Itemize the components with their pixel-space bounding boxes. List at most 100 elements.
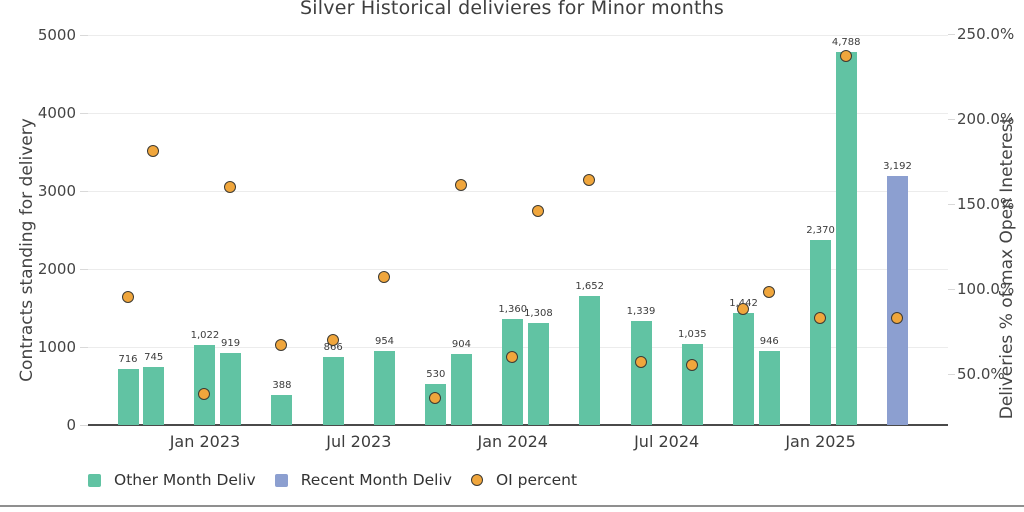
bar-value-label: 3,192 — [883, 161, 912, 173]
oi-percent-dot[interactable] — [891, 311, 903, 324]
left-axis-tick — [80, 425, 88, 426]
oi-percent-dot[interactable] — [685, 359, 698, 372]
bar-value-label: 745 — [144, 351, 164, 363]
bar-oct-2023[interactable] — [425, 383, 447, 425]
bar-value-label: 1,652 — [575, 281, 604, 293]
x-axis-line — [88, 424, 948, 426]
chart-title: Silver Historical delivieres for Minor m… — [300, 0, 724, 19]
oi-percent-dot[interactable] — [224, 180, 237, 193]
oi-percent-dot[interactable] — [198, 388, 211, 401]
left-axis-tick — [80, 269, 88, 270]
legend: Other Month Deliv Recent Month Deliv OI … — [88, 471, 577, 489]
x-axis-tick-label: Jan 2025 — [785, 432, 856, 451]
bar-feb-2025[interactable] — [835, 51, 857, 425]
bar-value-label: 1,022 — [190, 330, 220, 342]
oi-percent-dot[interactable] — [121, 291, 134, 304]
bar-value-label: 2,370 — [806, 225, 835, 237]
other-month-deliv-swatch-icon — [88, 473, 101, 487]
right-axis-tick-label: 50.0% — [957, 365, 1005, 384]
bar-value-label: 1,308 — [524, 307, 553, 319]
oi-percent-dot[interactable] — [814, 311, 827, 324]
oi-percent-dot[interactable] — [326, 333, 339, 346]
legend-label: Other Month Deliv — [114, 471, 256, 489]
bar-value-label: 866 — [323, 342, 343, 354]
left-axis-tick-label: 4000 — [37, 104, 76, 122]
bar-apr-2025[interactable] — [887, 176, 908, 425]
left-axis-tick-label: 3000 — [37, 182, 76, 200]
legend-label: Recent Month Deliv — [300, 471, 452, 489]
gridline — [88, 113, 948, 114]
bar-value-label: 530 — [426, 368, 446, 380]
legend-item-recent-month-deliv[interactable]: Recent Month Deliv — [274, 471, 452, 489]
right-axis-tick — [948, 204, 955, 206]
legend-item-other-month-deliv[interactable]: Other Month Deliv — [88, 471, 256, 489]
bar-feb-2023[interactable] — [220, 353, 242, 425]
gridline — [88, 35, 948, 36]
bar-jun-2024[interactable] — [630, 320, 652, 425]
oi-percent-dot[interactable] — [506, 350, 519, 363]
bar-value-label: 4,788 — [831, 36, 861, 48]
oi-percent-dot[interactable] — [839, 49, 852, 62]
left-axis-tick — [80, 35, 88, 36]
bar-value-label: 1,360 — [498, 303, 528, 315]
oi-percent-dot[interactable] — [429, 391, 442, 404]
gridline — [88, 191, 948, 192]
oi-percent-dot[interactable] — [583, 174, 596, 186]
bar-nov-2023[interactable] — [450, 354, 472, 425]
bar-value-label: 716 — [118, 354, 138, 366]
x-axis-tick-label: Jan 2023 — [169, 432, 241, 451]
oi-percent-marker-icon — [470, 474, 483, 486]
oi-percent-dot[interactable] — [634, 355, 647, 368]
bar-jan-2025[interactable] — [810, 240, 832, 425]
bar-jan-2023[interactable] — [194, 345, 216, 425]
left-axis-tick-label: 0 — [66, 416, 76, 434]
oi-percent-dot[interactable] — [762, 286, 775, 299]
right-axis-tick-label: 250.0% — [957, 25, 1015, 44]
oi-percent-dot[interactable] — [454, 179, 467, 192]
right-axis-tick-label: 150.0% — [957, 195, 1015, 214]
left-axis-tick — [80, 347, 88, 348]
bar-value-label: 954 — [374, 335, 395, 347]
bar-apr-2024[interactable] — [579, 296, 601, 425]
oi-percent-dot[interactable] — [737, 303, 750, 316]
right-axis-tick-label: 100.0% — [957, 280, 1015, 299]
bar-value-label: 388 — [272, 379, 292, 391]
bar-feb-2024[interactable] — [527, 322, 549, 425]
bar-value-label: 904 — [451, 339, 471, 351]
left-axis-tick — [80, 113, 88, 114]
legend-label: OI percent — [495, 471, 578, 489]
bottom-divider — [0, 505, 1024, 507]
left-axis-tick — [80, 191, 88, 192]
x-axis-tick-label: Jul 2024 — [634, 432, 700, 451]
right-axis-tick — [948, 289, 955, 291]
bar-jun-2023[interactable] — [322, 357, 344, 425]
bar-nov-2024[interactable] — [758, 351, 780, 425]
bar-jan-2024[interactable] — [502, 318, 524, 425]
oi-percent-dot[interactable] — [147, 145, 160, 158]
bar-value-label: 1,035 — [677, 329, 707, 341]
oi-percent-dot[interactable] — [378, 270, 390, 283]
left-axis-tick-label: 2000 — [37, 260, 76, 278]
bar-value-label: 1,339 — [626, 305, 656, 317]
bar-value-label: 919 — [221, 338, 241, 350]
x-axis-tick-label: Jul 2023 — [326, 432, 392, 451]
oi-percent-dot[interactable] — [275, 338, 288, 351]
left-axis-tick-label: 1000 — [37, 338, 76, 356]
right-axis-tick — [948, 119, 955, 121]
bar-aug-2023[interactable] — [374, 350, 395, 425]
legend-item-oi-percent[interactable]: OI percent — [470, 471, 578, 489]
bar-oct-2024[interactable] — [733, 312, 755, 425]
bar-oct-2022[interactable] — [117, 369, 139, 425]
bar-aug-2024[interactable] — [681, 344, 703, 425]
left-axis-tick-label: 5000 — [37, 26, 76, 44]
bar-apr-2023[interactable] — [271, 394, 293, 425]
x-axis-tick-label: Jan 2024 — [477, 432, 548, 451]
oi-percent-dot[interactable] — [531, 204, 544, 217]
right-axis-tick — [948, 34, 955, 36]
right-axis-tick-label: 200.0% — [957, 110, 1015, 129]
right-axis-tick — [948, 374, 955, 376]
gridline — [88, 269, 948, 270]
bar-nov-2022[interactable] — [143, 366, 165, 425]
